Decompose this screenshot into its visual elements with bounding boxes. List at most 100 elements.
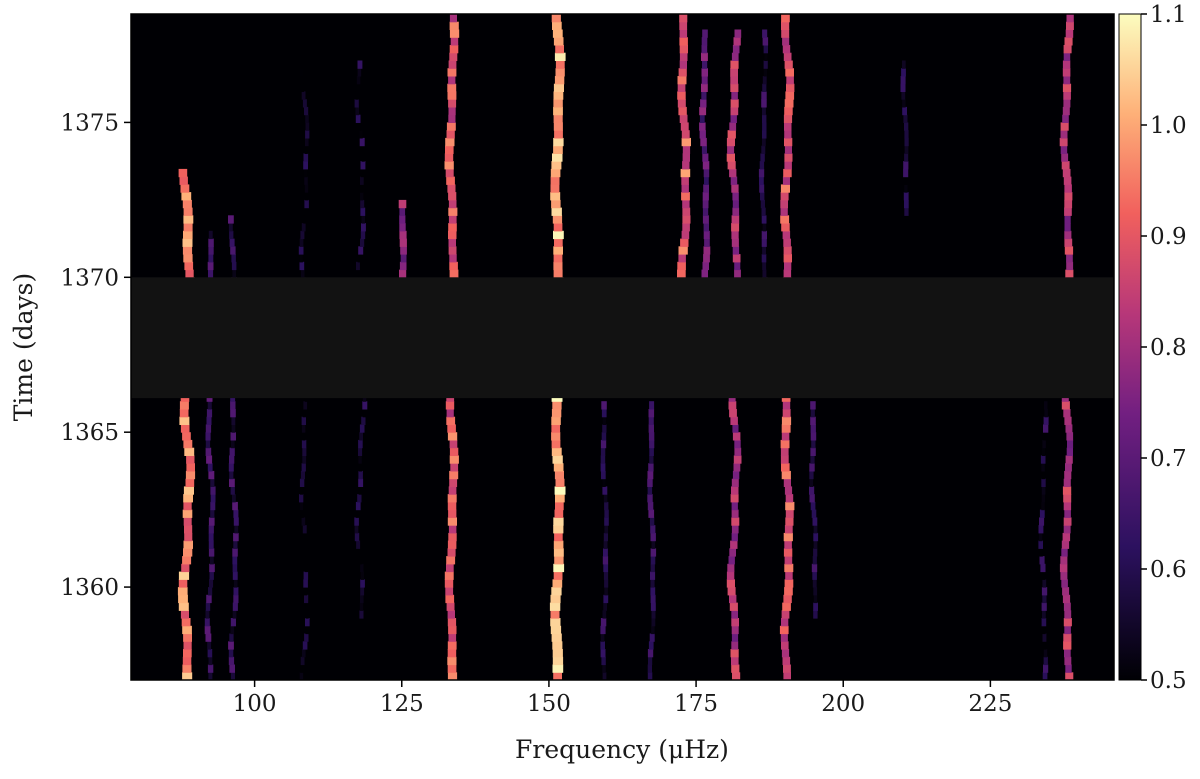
heatmap-cell (682, 207, 691, 216)
heatmap-cell (205, 439, 211, 449)
heatmap-cell (650, 563, 655, 573)
heatmap-cell (304, 145, 308, 154)
heatmap-cell (731, 525, 739, 534)
heatmap-cell (301, 463, 306, 472)
heatmap-cell (601, 432, 607, 441)
heatmap-cell (551, 424, 561, 433)
heatmap-cell (207, 261, 214, 271)
heatmap-cell (178, 594, 188, 604)
heatmap-cell (446, 416, 456, 425)
heatmap-cell (1061, 579, 1068, 588)
heatmap-cell (299, 494, 304, 503)
heatmap-cell (1042, 625, 1046, 635)
heatmap-cell (1064, 416, 1072, 425)
heatmap-cell (761, 238, 767, 247)
heatmap-cell (759, 176, 764, 185)
heatmap-cell (551, 439, 561, 449)
heatmap-cell (1042, 579, 1047, 588)
heatmap-cell (210, 509, 215, 518)
heatmap-cell (727, 563, 735, 573)
heatmap-cell (1060, 122, 1069, 131)
heatmap-cell (232, 602, 238, 611)
heatmap-cell (356, 76, 361, 85)
ridge-176.5 (699, 29, 711, 278)
heatmap-cell (1043, 416, 1049, 425)
heatmap-cell (447, 540, 457, 549)
heatmap-cell (1042, 610, 1046, 619)
heatmap-cell (785, 501, 795, 511)
heatmap-cell (302, 432, 306, 441)
heatmap-cell (784, 563, 794, 573)
heatmap-cell (810, 455, 815, 464)
heatmap-cell (784, 261, 792, 271)
heatmap-cell (603, 548, 608, 557)
heatmap-cell (679, 60, 687, 69)
y-axis: 1360 1365 1370 1375 (60, 110, 131, 601)
heatmap-cell (810, 416, 816, 425)
heatmap-cell (448, 215, 457, 224)
heatmap-cell (1064, 199, 1073, 209)
heatmap-cell (781, 14, 790, 23)
heatmap-cell (731, 238, 739, 247)
y-tick-label: 1360 (60, 575, 119, 601)
heatmap-cell (553, 571, 563, 580)
heatmap-cell (305, 130, 310, 139)
ridge-173 (677, 14, 691, 278)
heatmap-cell (1060, 145, 1068, 154)
heatmap-cell (764, 52, 768, 61)
heatmap-cell (649, 401, 655, 410)
heatmap-cell (730, 114, 737, 123)
heatmap-cell (300, 664, 304, 673)
heatmap-cell (761, 230, 767, 240)
heatmap-cell (702, 29, 708, 38)
heatmap-cell (234, 525, 239, 534)
heatmap-cell (699, 106, 707, 116)
heatmap-cell (601, 409, 607, 418)
heatmap-cell (1065, 424, 1073, 433)
heatmap-cell (449, 52, 458, 61)
heatmap-plot-area (130, 13, 1115, 681)
heatmap-cell (179, 401, 189, 410)
heatmap-cell (449, 21, 459, 30)
heatmap-cell (679, 37, 688, 46)
heatmap-cell (448, 246, 457, 255)
heatmap-cell (679, 114, 688, 123)
heatmap-cell (782, 656, 791, 666)
heatmap-cell (448, 525, 457, 534)
heatmap-cell (701, 269, 708, 278)
heatmap-cell (448, 199, 457, 209)
heatmap-cell (554, 532, 563, 542)
heatmap-cell (1065, 455, 1073, 464)
heatmap-cell (1061, 540, 1070, 549)
heatmap-cell (357, 60, 363, 69)
heatmap-cell (1065, 463, 1072, 472)
heatmap-cell (600, 439, 607, 449)
heatmap-cell (449, 455, 459, 464)
heatmap-cell (601, 470, 606, 480)
heatmap-cell (1041, 447, 1046, 456)
heatmap-cell (356, 83, 360, 92)
colorbar-tick-label: 0.5 (1150, 668, 1187, 694)
heatmap-cell (760, 199, 765, 209)
heatmap-cell (185, 470, 196, 480)
heatmap-cell (301, 517, 306, 526)
x-tick-label: 225 (968, 691, 1012, 717)
heatmap-cell (1040, 563, 1046, 573)
heatmap-cell (648, 463, 654, 472)
heatmap-cell (701, 37, 708, 46)
heatmap-cell (233, 517, 239, 526)
heatmap-cell (679, 45, 688, 54)
heatmap-cell (359, 432, 363, 441)
heatmap-cell (812, 517, 818, 526)
heatmap-cell (185, 478, 195, 487)
heatmap-cell (728, 556, 735, 565)
heatmap-cell (700, 137, 707, 147)
heatmap-cell (447, 83, 457, 92)
heatmap-cell (762, 114, 767, 123)
heatmap-cell (701, 45, 708, 54)
colorbar-tick-label: 1.1 (1150, 2, 1187, 28)
heatmap-cell (359, 130, 363, 139)
heatmap-cell (304, 587, 308, 596)
heatmap-cell (679, 29, 688, 38)
heatmap-cell (780, 633, 788, 642)
